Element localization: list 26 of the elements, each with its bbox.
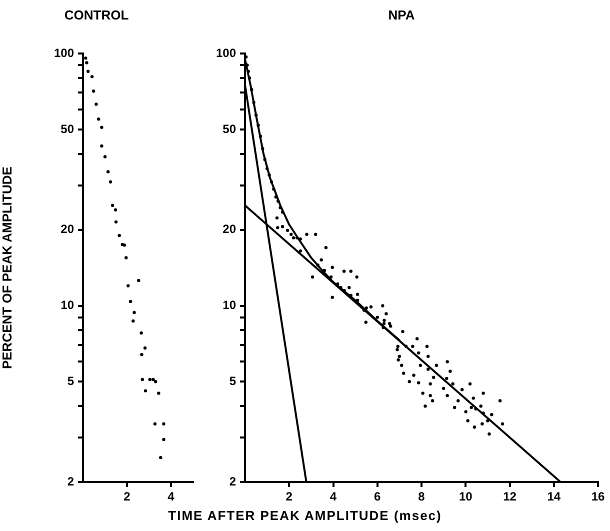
y-tick-label: 100: [216, 46, 236, 60]
y-tick-label: 20: [222, 222, 236, 236]
x-tick-label: 10: [458, 490, 473, 504]
y-tick-label: 5: [67, 374, 74, 388]
y-tick-label: 10: [60, 298, 74, 312]
x-tick-label: 2: [124, 490, 131, 504]
x-tick-label: 8: [418, 490, 426, 504]
y-tick-label: 100: [54, 46, 74, 60]
x-tick-label: 16: [591, 490, 605, 504]
y-tick-label: 10: [222, 298, 236, 312]
x-tick-label: 6: [374, 490, 382, 504]
y-tick-label: 50: [60, 122, 74, 136]
x-tick-label: 4: [330, 490, 337, 504]
y-tick-label: 2: [229, 474, 236, 488]
y-axis-title: PERCENT OF PEAK AMPLITUDE: [0, 166, 14, 370]
y-tick-label: 5: [229, 374, 236, 388]
chart-title: CONTROL: [64, 7, 129, 22]
y-tick-label: 20: [60, 222, 74, 236]
x-tick-label: 4: [168, 490, 175, 504]
y-tick-label: 50: [222, 122, 236, 136]
chart-title: NPA: [388, 7, 416, 22]
x-tick-label: 12: [503, 490, 517, 504]
x-tick-label: 14: [547, 490, 561, 504]
x-tick-label: 2: [286, 490, 293, 504]
y-tick-label: 2: [67, 474, 74, 488]
x-axis-title: TIME AFTER PEAK AMPLITUDE (msec): [167, 508, 443, 523]
